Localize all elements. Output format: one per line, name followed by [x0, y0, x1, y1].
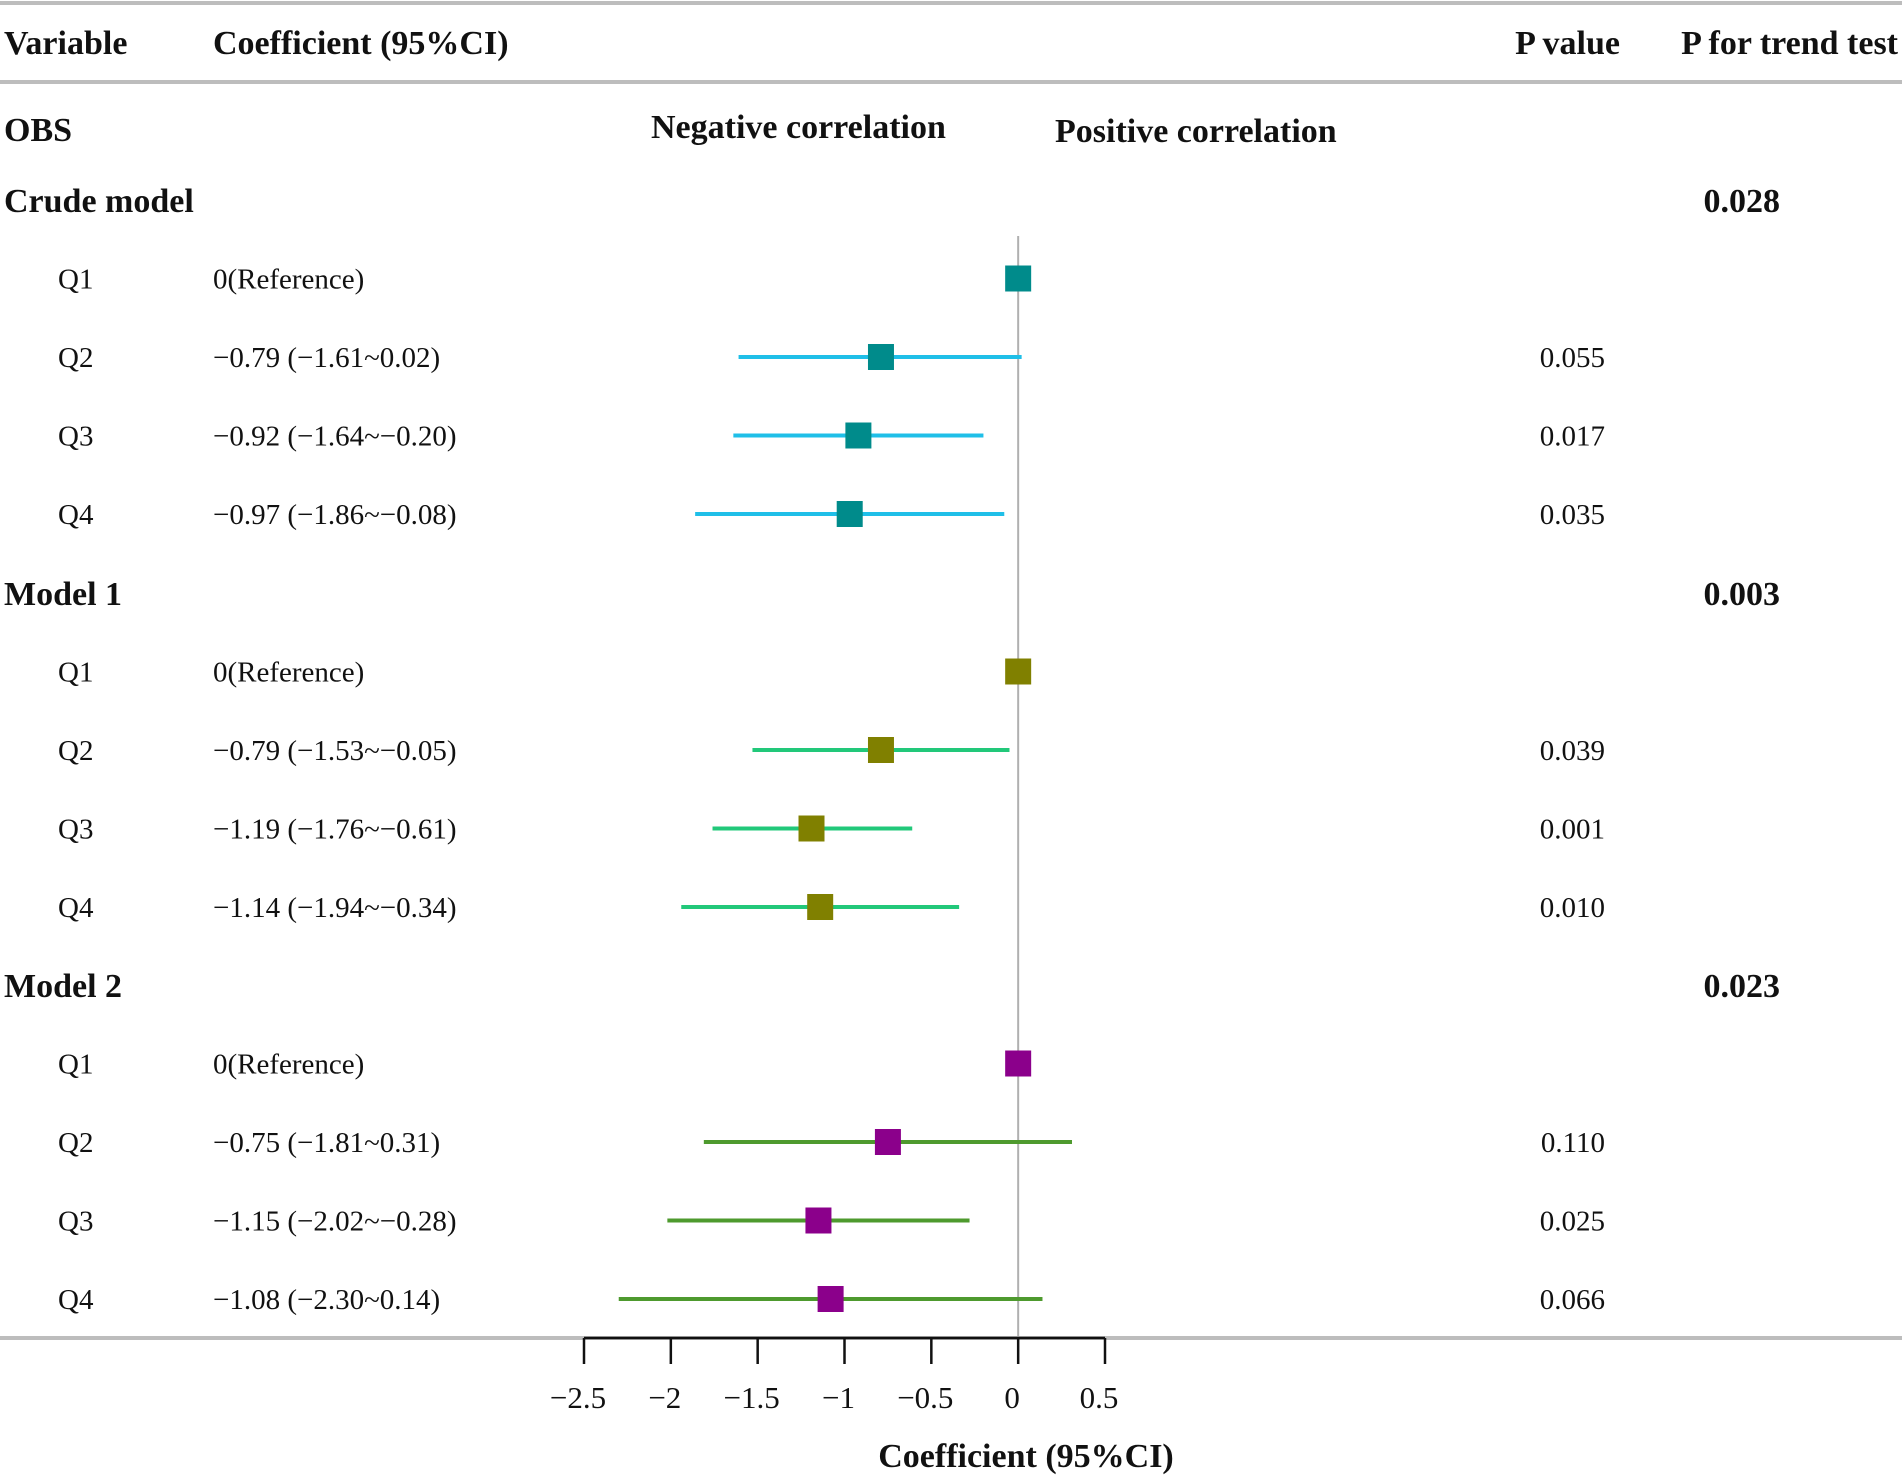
row-label: Q4 — [58, 1284, 94, 1316]
x-tick-label: −1 — [822, 1380, 855, 1415]
row-coefficient-text: −1.08 (−2.30~0.14) — [213, 1284, 440, 1316]
row-coefficient-text: −1.15 (−2.02~−0.28) — [213, 1206, 457, 1238]
x-tick-label: −0.5 — [897, 1380, 953, 1415]
row-p-value: 0.055 — [1540, 342, 1605, 374]
forest-rows: Crude model 0.028 Q1 0(Reference) Q2 −0.79 (−… — [4, 183, 1780, 1316]
row-coefficient-text: −0.97 (−1.86~−0.08) — [213, 499, 457, 531]
row-label: Q3 — [58, 814, 93, 846]
row-coefficient-text: 0(Reference) — [213, 1049, 364, 1081]
row-coefficient-text: −0.79 (−1.53~−0.05) — [213, 735, 457, 767]
group-title: Crude model — [4, 183, 194, 220]
row-label: Q1 — [58, 1049, 93, 1081]
x-tick-label: −1.5 — [724, 1380, 780, 1415]
negative-correlation-label: Negative correlation — [651, 109, 946, 146]
x-tick-label: 0.5 — [1080, 1380, 1119, 1415]
group-p-trend: 0.003 — [1704, 576, 1781, 613]
row-label: Q2 — [58, 1127, 93, 1159]
row-p-value: 0.066 — [1540, 1284, 1605, 1316]
row-p-value: 0.001 — [1540, 814, 1605, 846]
row-coefficient-text: −0.79 (−1.61~0.02) — [213, 342, 440, 374]
row-coefficient-text: −0.92 (−1.64~−0.20) — [213, 421, 457, 453]
row-coefficient-text: −1.19 (−1.76~−0.61) — [213, 814, 457, 846]
x-tick-label: 0 — [1004, 1380, 1020, 1415]
estimate-marker — [836, 501, 863, 527]
x-axis-title: Coefficient (95%CI) — [878, 1438, 1174, 1475]
row-label: Q3 — [58, 421, 93, 453]
x-axis: −2.5 −2 −1.5 −1 −0.5 0 0.5 — [550, 1336, 1119, 1415]
positive-correlation-label: Positive correlation — [1055, 113, 1337, 150]
estimate-marker — [805, 1207, 832, 1234]
row-coefficient-text: −1.14 (−1.94~−0.34) — [213, 892, 457, 924]
row-label: Q2 — [58, 735, 93, 767]
row-p-value: 0.025 — [1540, 1206, 1605, 1238]
estimate-marker — [1005, 265, 1032, 292]
header-coefficient: Coefficient (95%CI) — [213, 25, 509, 62]
estimate-marker — [817, 1286, 844, 1312]
estimate-marker — [874, 1129, 901, 1155]
x-tick-label: −2.5 — [550, 1380, 606, 1415]
estimate-marker — [807, 894, 834, 920]
row-label: Q2 — [58, 342, 93, 374]
estimate-marker — [845, 422, 872, 449]
row-p-value: 0.035 — [1540, 499, 1605, 531]
estimate-marker — [867, 737, 894, 763]
row-coefficient-text: 0(Reference) — [213, 264, 364, 296]
section-label: OBS — [4, 112, 72, 149]
row-coefficient-text: 0(Reference) — [213, 657, 364, 689]
row-p-value: 0.110 — [1541, 1127, 1605, 1159]
group-p-trend: 0.028 — [1704, 183, 1781, 220]
estimate-marker — [1005, 658, 1032, 685]
row-p-value: 0.039 — [1540, 735, 1605, 767]
header-p-value: P value — [1515, 25, 1620, 62]
group-p-trend: 0.023 — [1704, 968, 1781, 1005]
row-label: Q4 — [58, 499, 94, 531]
row-p-value: 0.010 — [1540, 892, 1605, 924]
row-label: Q1 — [58, 657, 93, 689]
header-variable: Variable — [4, 25, 127, 62]
row-label: Q3 — [58, 1206, 93, 1238]
group-title: Model 2 — [4, 968, 122, 1005]
estimate-marker — [867, 344, 894, 370]
group-title: Model 1 — [4, 576, 122, 613]
row-label: Q4 — [58, 892, 94, 924]
row-p-value: 0.017 — [1540, 421, 1605, 453]
header-p-trend: P for trend test — [1681, 25, 1899, 62]
row-label: Q1 — [58, 264, 93, 296]
estimate-marker — [798, 815, 825, 842]
x-tick-label: −2 — [648, 1380, 681, 1415]
estimate-marker — [1005, 1050, 1032, 1077]
row-coefficient-text: −0.75 (−1.81~0.31) — [213, 1127, 440, 1159]
